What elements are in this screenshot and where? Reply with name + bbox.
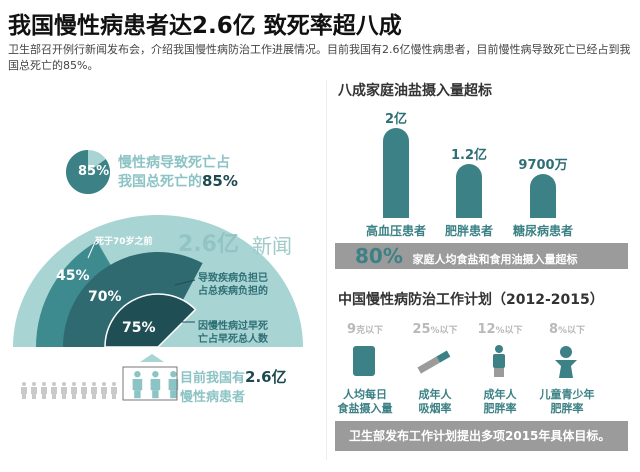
goal-label-2: 吸烟率 <box>418 402 452 415</box>
arc-45-note: 死于70岁之前 <box>95 237 153 247</box>
goal-value: 25 <box>412 322 431 337</box>
person-icon <box>150 371 161 399</box>
plan-title: 中国慢性病防治工作计划（2012-2015） <box>338 292 604 308</box>
page-title: 我国慢性病患者达2.6亿 致死率超八成 <box>8 13 402 39</box>
person-icon <box>41 382 47 399</box>
bar-value-label: 1.2亿 <box>450 148 488 163</box>
goal-unit: %以下 <box>495 326 523 336</box>
plan-footer: 卫生部发布工作计划提出多项2015年具体目标。 <box>335 421 628 451</box>
person-icon <box>101 382 107 399</box>
pie-icon <box>66 150 110 194</box>
goal-value: 8 <box>548 322 559 337</box>
goal-target: 25%以下 <box>412 322 457 337</box>
people-row <box>21 371 179 399</box>
child-icon <box>555 346 577 378</box>
patients-value: 2.6亿 <box>245 368 287 386</box>
left-graphic <box>13 150 303 401</box>
person-icon <box>21 382 27 399</box>
person-icon <box>81 382 87 399</box>
bar <box>530 174 556 218</box>
goal-unit: 克以下 <box>356 326 384 336</box>
pointer-triangle <box>140 354 164 362</box>
chart-footer-band: 80% 家庭人均食盐和食用油摄入量超标 <box>335 243 628 269</box>
highlight-box <box>122 366 178 401</box>
goal-label: 儿童青少年 肥胖率 <box>540 388 595 416</box>
bar-category-label: 糖尿病患者 <box>512 224 574 238</box>
goal-value: 12 <box>477 322 496 337</box>
leader-line-70 <box>174 279 196 286</box>
bar-value-label: 2亿 <box>384 112 408 127</box>
adult-icon <box>493 345 505 377</box>
person-icon <box>132 371 143 399</box>
death-text-1: 慢性病导致死亡占 <box>118 155 230 171</box>
person-icon <box>91 382 97 399</box>
goal-target: 12%以下 <box>477 322 522 337</box>
goal-label-2: 肥胖率 <box>550 402 584 415</box>
divider <box>326 80 327 460</box>
death-text-2: 我国总死亡的 <box>118 174 202 190</box>
patients-text-1: 目前我国有 <box>180 371 246 386</box>
person-icon <box>71 382 77 399</box>
goal-label-1: 儿童青少年 <box>539 388 595 401</box>
goal-label-1: 成年人 <box>418 388 452 401</box>
goal-target: 8%以下 <box>549 322 585 337</box>
watermark-brand: 新闻 <box>252 234 292 258</box>
watermark-value: 2.6亿 <box>178 232 239 257</box>
arc-75-note-1: 因慢性病过早死 <box>198 321 268 332</box>
footer-value: 80% <box>355 244 403 268</box>
arc-45-label: 45% <box>56 268 90 284</box>
pie-label: 85% <box>78 164 110 179</box>
person-icon <box>168 371 179 399</box>
bar-value-label: 9700万 <box>518 158 568 174</box>
arc-75-note-2: 亡占早死总人数 <box>198 334 268 345</box>
goal-target: 9克以下 <box>347 322 383 337</box>
death-value: 85% <box>202 172 238 190</box>
intro-text: 卫生部召开例行新闻发布会，介绍我国慢性病防治工作进展情况。目前我国有2.6亿慢性… <box>8 43 631 72</box>
goal-unit: %以下 <box>430 326 458 336</box>
salt-bag-icon <box>353 346 375 376</box>
cigarette-icon <box>417 350 451 374</box>
person-icon <box>111 382 117 399</box>
person-icon <box>31 382 37 399</box>
chart-title: 八成家庭油盐摄入量超标 <box>338 83 492 99</box>
goal-label-2: 食盐摄入量 <box>337 402 393 415</box>
arc-70-note-2: 占总疾病负担的 <box>198 286 268 297</box>
arc-70-note-1: 导致疾病负担已 <box>198 273 268 284</box>
goal-label-1: 人均每日 <box>343 388 387 401</box>
arc-75-label: 75% <box>122 320 156 336</box>
person-icon <box>61 382 67 399</box>
bar-category-label: 肥胖患者 <box>444 224 494 238</box>
goal-unit: %以下 <box>558 326 586 336</box>
bar <box>456 164 482 218</box>
leader-line-45 <box>87 241 96 259</box>
goal-label: 人均每日 食盐摄入量 <box>338 388 393 416</box>
goal-label: 成年人 吸烟率 <box>419 388 452 416</box>
goal-label-1: 成年人 <box>483 388 517 401</box>
arc-70-label: 70% <box>88 289 122 305</box>
bar <box>383 128 409 218</box>
bar-category-label: 高血压患者 <box>365 224 427 238</box>
patients-text-2: 慢性病患者 <box>180 390 246 405</box>
footer-text: 家庭人均食盐和食用油摄入量超标 <box>412 253 578 266</box>
goal-label: 成年人 肥胖率 <box>484 388 517 416</box>
person-icon <box>51 382 57 399</box>
arc-75-percent <box>104 293 197 348</box>
goal-value: 9 <box>346 322 357 337</box>
goal-label-2: 肥胖率 <box>483 402 517 415</box>
